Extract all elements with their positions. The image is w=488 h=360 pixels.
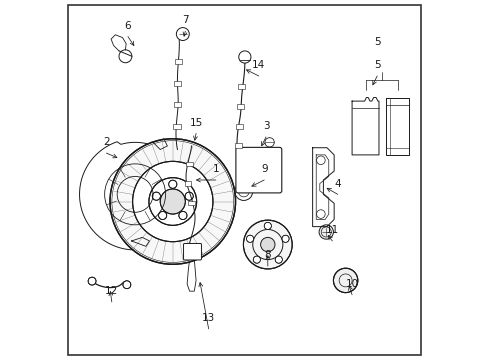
Text: 5: 5: [373, 60, 380, 70]
Circle shape: [264, 222, 271, 229]
Circle shape: [185, 192, 193, 200]
Text: 9: 9: [261, 164, 267, 174]
Bar: [237, 104, 244, 109]
Text: 7: 7: [182, 15, 188, 26]
Text: 14: 14: [252, 60, 265, 70]
Text: 6: 6: [124, 21, 131, 31]
Text: 15: 15: [189, 118, 203, 128]
Circle shape: [152, 192, 160, 200]
Bar: [188, 201, 194, 206]
Text: 3: 3: [262, 121, 269, 131]
Text: 13: 13: [202, 313, 215, 323]
Bar: [184, 181, 191, 186]
Circle shape: [253, 256, 260, 263]
Text: 4: 4: [334, 179, 340, 189]
Circle shape: [246, 235, 253, 242]
Bar: [234, 143, 242, 148]
Circle shape: [260, 152, 273, 165]
Circle shape: [88, 277, 96, 285]
Text: 11: 11: [325, 225, 338, 235]
Circle shape: [244, 152, 257, 165]
Bar: [174, 81, 181, 86]
Circle shape: [260, 237, 274, 252]
FancyBboxPatch shape: [183, 243, 201, 260]
Circle shape: [176, 28, 189, 41]
Text: 1: 1: [212, 164, 219, 174]
FancyBboxPatch shape: [235, 147, 281, 193]
Circle shape: [158, 211, 166, 220]
Circle shape: [110, 139, 235, 264]
Bar: [175, 59, 182, 64]
Text: 8: 8: [264, 250, 270, 260]
Circle shape: [243, 220, 292, 269]
Polygon shape: [187, 259, 196, 291]
Circle shape: [319, 225, 333, 239]
Circle shape: [168, 180, 177, 188]
Circle shape: [149, 178, 196, 225]
Text: 10: 10: [345, 279, 358, 289]
Circle shape: [238, 51, 250, 63]
Circle shape: [132, 161, 212, 242]
Text: 2: 2: [103, 138, 109, 147]
Bar: [174, 102, 181, 107]
Circle shape: [179, 211, 186, 220]
Bar: [235, 124, 243, 129]
Bar: [238, 84, 244, 89]
Circle shape: [122, 281, 131, 289]
Bar: [185, 162, 192, 166]
Circle shape: [333, 268, 357, 293]
Circle shape: [275, 256, 282, 263]
Text: 5: 5: [373, 37, 380, 47]
Circle shape: [282, 235, 288, 242]
Circle shape: [119, 50, 132, 63]
Bar: [173, 124, 180, 129]
Text: 12: 12: [105, 286, 118, 296]
Circle shape: [244, 166, 257, 180]
Circle shape: [160, 189, 185, 214]
Circle shape: [260, 166, 273, 180]
